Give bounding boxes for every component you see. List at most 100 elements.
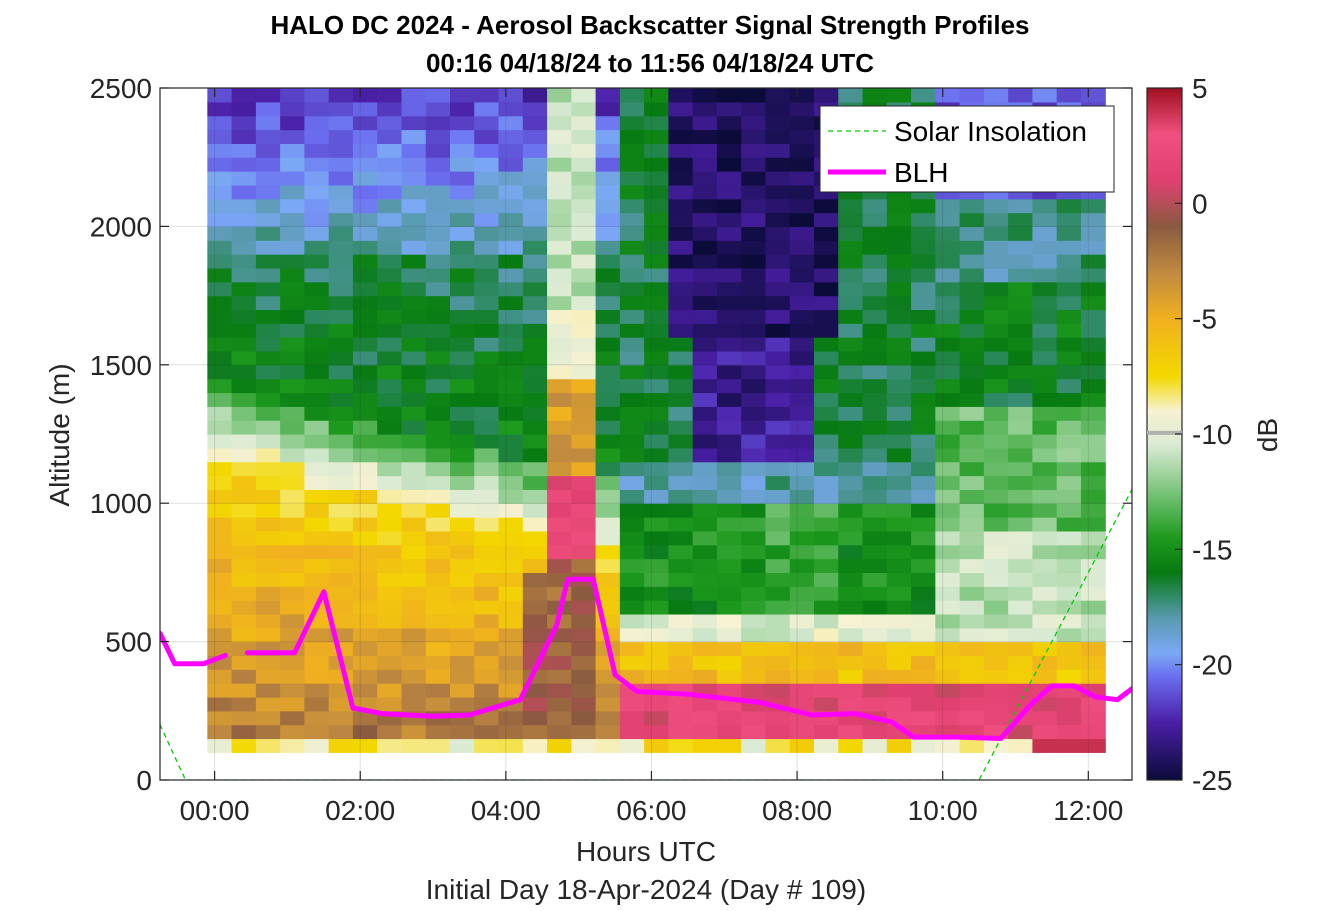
heatmap-cell [255, 558, 281, 573]
heatmap-cell [595, 101, 621, 117]
heatmap-cell [255, 184, 281, 200]
heatmap-cell [619, 350, 645, 366]
legend-blh-label: BLH [894, 157, 948, 188]
heatmap-cell [911, 558, 936, 573]
plot-frame [159, 87, 1133, 781]
heatmap-cell [425, 572, 451, 587]
heatmap-cell [911, 267, 936, 283]
heatmap-cell [692, 503, 718, 518]
heatmap-cell [789, 558, 815, 573]
heatmap-cell [231, 337, 257, 352]
heatmap-cell [328, 613, 354, 629]
heatmap-cell [862, 378, 888, 394]
heatmap-cell [644, 115, 670, 131]
heatmap-cell [935, 337, 961, 352]
heatmap-cell [789, 517, 815, 532]
heatmap-cell [425, 613, 451, 629]
heatmap-cell [498, 600, 524, 615]
heatmap-cell [1080, 600, 1106, 615]
heatmap-cell [425, 226, 451, 241]
heatmap-cell [716, 724, 742, 740]
heatmap-cell [401, 724, 427, 740]
heatmap-cell [595, 572, 621, 587]
heatmap-cell [522, 503, 548, 518]
heatmap-cell [425, 641, 451, 657]
heatmap-cell [692, 696, 718, 712]
heatmap-cell [644, 101, 670, 117]
heatmap-cell [595, 143, 621, 158]
heatmap-cell [935, 323, 961, 338]
heatmap-cell [1080, 364, 1106, 380]
heatmap-cell [741, 267, 767, 283]
heatmap-cell [474, 738, 500, 753]
heatmap-cell [789, 392, 815, 407]
heatmap-cell [571, 295, 597, 311]
heatmap-cell [741, 281, 767, 297]
heatmap-cell [1056, 572, 1082, 587]
heatmap-cell [425, 309, 451, 324]
heatmap-cell [644, 447, 670, 463]
heatmap-cell [1032, 378, 1058, 394]
heatmap-cell [280, 171, 305, 186]
heatmap-cell [328, 406, 354, 421]
heatmap-cell [377, 212, 403, 227]
heatmap-cell [862, 517, 888, 532]
heatmap-cell [377, 627, 403, 643]
heatmap-cell [547, 503, 572, 518]
heatmap-cell [401, 669, 427, 684]
heatmap-cell [231, 184, 257, 200]
heatmap-cell [571, 309, 597, 324]
heatmap-cell [1056, 226, 1082, 241]
heatmap-cell [547, 226, 572, 241]
heatmap-cell [911, 309, 936, 324]
heatmap-cell [474, 475, 500, 490]
heatmap-cell [474, 129, 500, 144]
heatmap-cell [450, 115, 475, 131]
heatmap-cell [741, 392, 767, 407]
heatmap-cell [207, 669, 233, 684]
heatmap-cell [401, 586, 427, 601]
heatmap-cell [838, 586, 864, 601]
heatmap-cell [474, 489, 500, 504]
heatmap-cell [377, 475, 403, 490]
heatmap-cell [983, 530, 1009, 546]
heatmap-cell [425, 212, 451, 227]
heatmap-cell [425, 378, 451, 394]
heatmap-cell [862, 350, 888, 366]
heatmap-cell [619, 641, 645, 657]
heatmap-cell [741, 530, 767, 546]
heatmap-cell [352, 420, 378, 435]
heatmap-cell [765, 157, 791, 172]
heatmap-cell [571, 613, 597, 629]
heatmap-cell [644, 655, 670, 670]
blh-line [160, 630, 228, 667]
heatmap-cell [522, 240, 548, 255]
heatmap-cell [425, 240, 451, 255]
heatmap-cell [692, 364, 718, 380]
heatmap-cell [765, 392, 791, 407]
heatmap-cell [328, 544, 354, 560]
heatmap-cell [644, 378, 670, 394]
heatmap-cell [1008, 586, 1034, 601]
heatmap-cell [498, 143, 524, 158]
heatmap-cell [498, 406, 524, 421]
heatmap-cell [547, 641, 572, 657]
heatmap-cell [619, 558, 645, 573]
heatmap-cell [935, 406, 961, 421]
heatmap-cell [401, 655, 427, 670]
heatmap-cell [983, 461, 1009, 477]
heatmap-cell [765, 364, 791, 380]
heatmap-cell [644, 198, 670, 214]
heatmap-cell [911, 212, 936, 227]
heatmap-cell [255, 171, 281, 186]
heatmap-cell [231, 295, 257, 311]
heatmap-cell [789, 724, 815, 740]
heatmap-cell [280, 226, 305, 241]
heatmap-cell [595, 434, 621, 449]
heatmap-cell [255, 281, 281, 297]
heatmap-cell [595, 530, 621, 546]
heatmap-cell [377, 198, 403, 214]
heatmap-cell [498, 530, 524, 546]
heatmap-cell [498, 489, 524, 504]
heatmap-cell [1008, 434, 1034, 449]
